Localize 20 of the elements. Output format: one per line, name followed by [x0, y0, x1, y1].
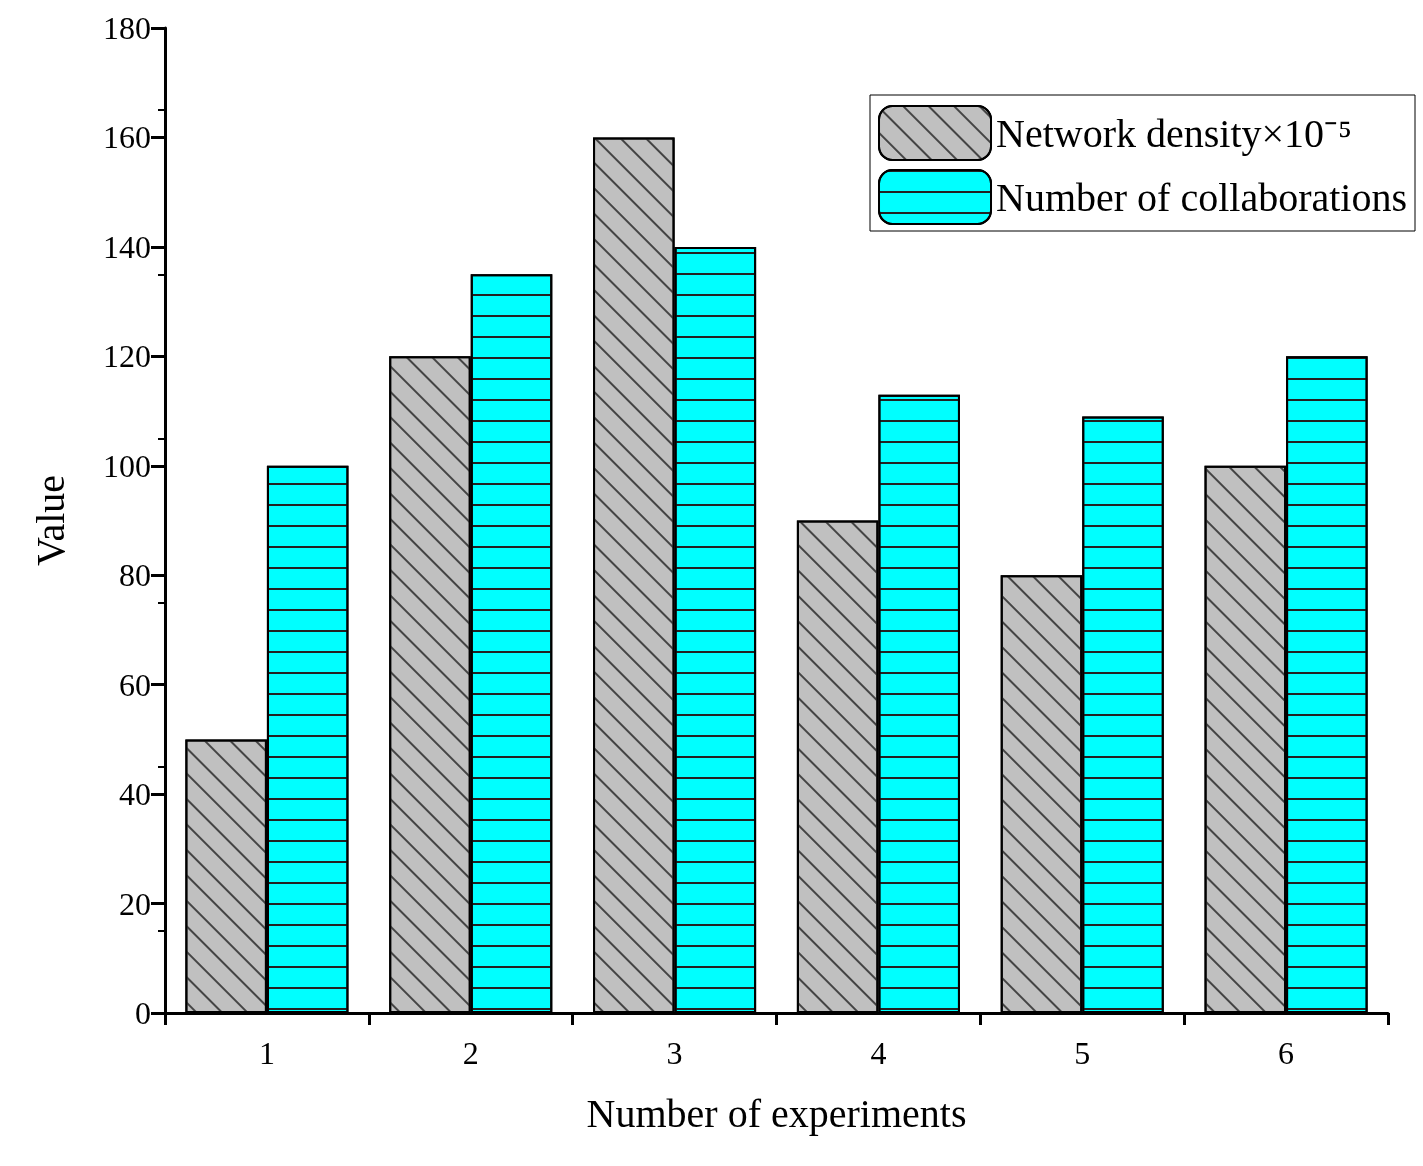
y-tick-label: 180 [103, 10, 151, 46]
x-tick-label: 3 [666, 1035, 683, 1071]
y-tick-label: 60 [119, 666, 151, 703]
x-tick-label: 1 [258, 1035, 275, 1071]
x-tick-label: 2 [462, 1035, 479, 1071]
y-tick-label: 20 [119, 885, 151, 922]
y-tick-label: 120 [103, 338, 151, 375]
legend-label: Network density×10⁻⁵ [996, 110, 1353, 156]
y-tick-label: 0 [135, 995, 151, 1031]
x-tick-label: 5 [1074, 1035, 1091, 1071]
legend-label: Number of collaborations [996, 174, 1407, 220]
y-tick-label: 140 [103, 228, 151, 265]
x-tick-label: 4 [870, 1035, 887, 1071]
x-tick-label: 6 [1278, 1035, 1295, 1071]
x-axis-title: Number of experiments [586, 1090, 967, 1136]
y-tick-label: 100 [103, 447, 151, 484]
y-axis-title: Value [27, 474, 73, 567]
y-tick-label: 160 [103, 119, 151, 156]
y-tick-label: 80 [119, 557, 151, 594]
y-tick-label: 40 [119, 776, 151, 813]
